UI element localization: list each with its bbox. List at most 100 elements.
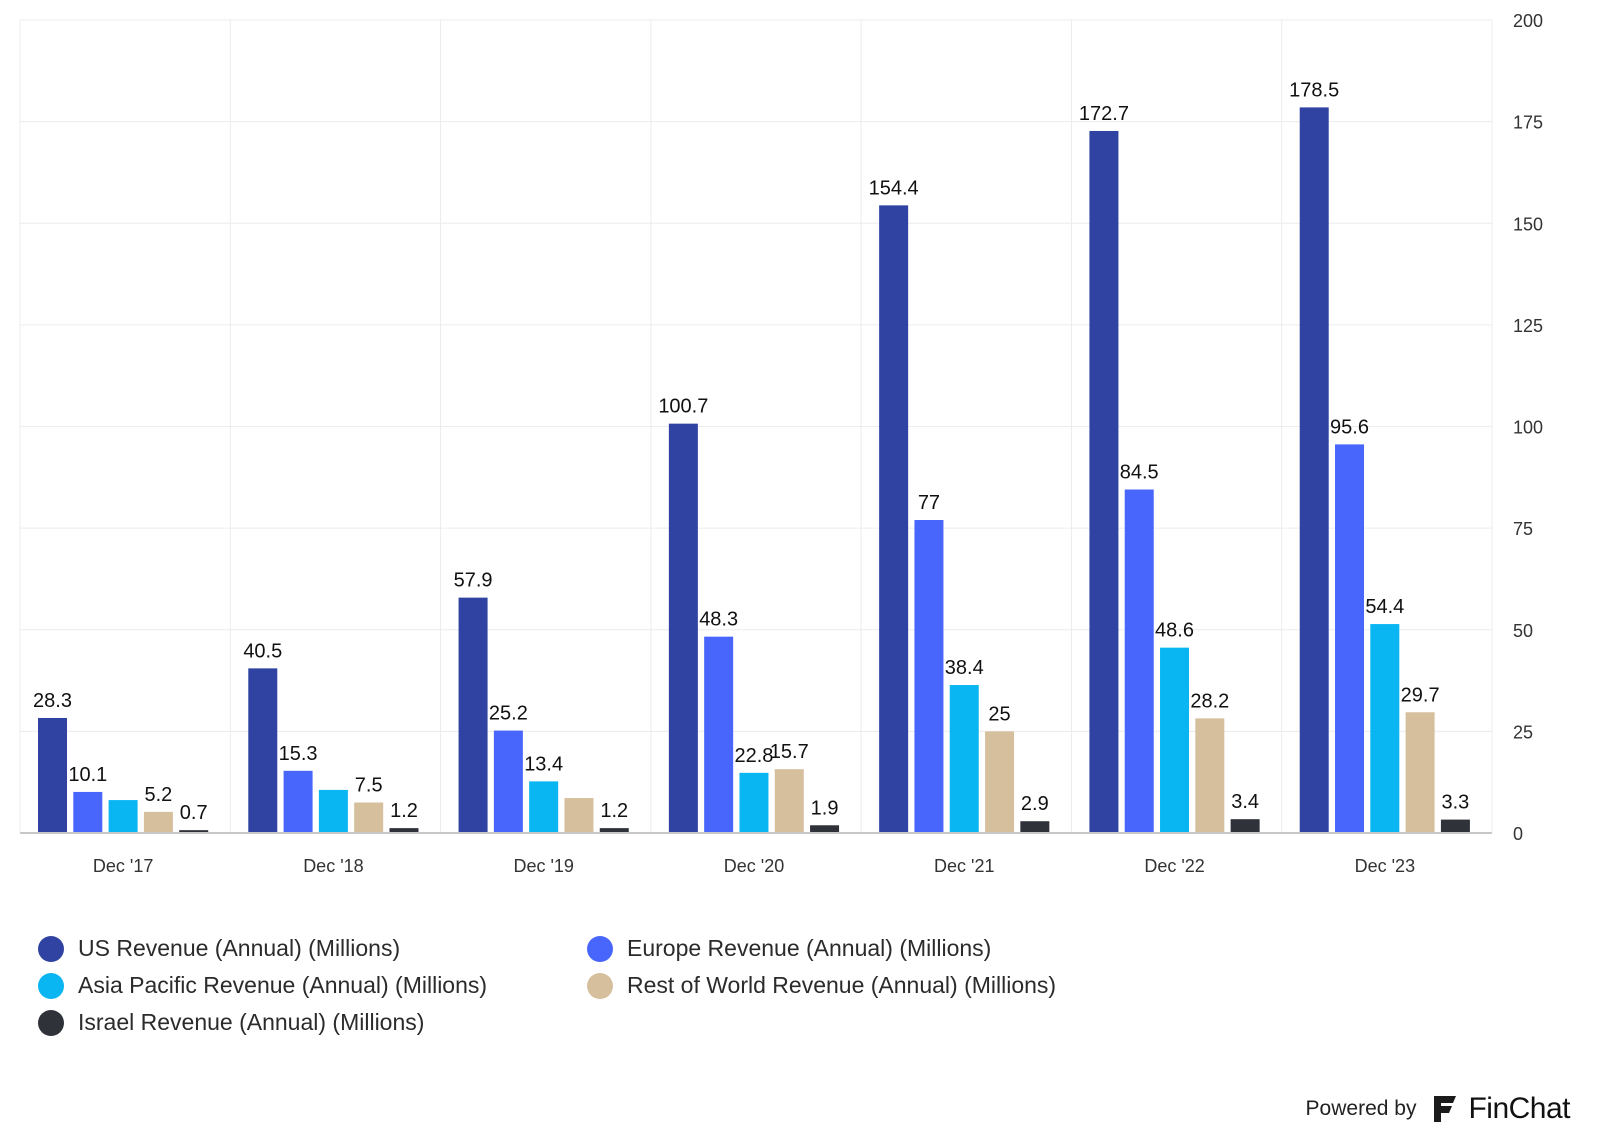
bar[interactable] (564, 798, 594, 833)
data-label: 2.9 (1021, 793, 1049, 815)
bar[interactable] (354, 802, 384, 833)
data-label: 10.1 (68, 764, 107, 786)
bar[interactable] (248, 668, 278, 833)
data-label: 25.2 (489, 703, 528, 725)
y-tick-label: 175 (1513, 113, 1543, 133)
bar[interactable] (1124, 489, 1154, 833)
grid (19, 19, 1493, 833)
bar[interactable] (739, 772, 769, 833)
data-label: 48.3 (699, 609, 738, 631)
data-label: 13.4 (524, 753, 563, 775)
bar[interactable] (1370, 624, 1400, 833)
bar[interactable] (283, 770, 313, 833)
bar[interactable] (774, 769, 804, 833)
data-label: 29.7 (1401, 684, 1440, 706)
legend-item-rest-of-world[interactable]: Rest of World Revenue (Annual) (Millions… (587, 972, 1056, 999)
revenue-bar-chart: 28.3 10.1 5.2 0.7 40.5 15.3 7.5 1.2 57.9 25.2 13.4… (19, 11, 1543, 876)
bar[interactable] (599, 828, 629, 833)
legend-label-israel: Israel Revenue (Annual) (Millions) (78, 1009, 425, 1035)
bar[interactable] (389, 828, 419, 833)
bar[interactable] (1299, 107, 1329, 833)
legend-item-europe[interactable]: Europe Revenue (Annual) (Millions) (587, 935, 991, 962)
x-tick-label: Dec '22 (1144, 856, 1204, 876)
data-label: 22.8 (734, 745, 773, 767)
data-labels: 28.3 10.1 5.2 0.7 40.5 15.3 7.5 1.2 57.9 25.2 13.4… (33, 79, 1469, 824)
data-label: 28.2 (1190, 690, 1229, 712)
legend-swatch-europe (587, 935, 613, 962)
bar[interactable] (1020, 821, 1050, 833)
legend-label-europe: Europe Revenue (Annual) (Millions) (627, 935, 992, 961)
data-label: 1.2 (390, 800, 418, 822)
bar[interactable] (985, 731, 1015, 833)
bar[interactable] (73, 791, 103, 833)
bar[interactable] (458, 597, 488, 833)
bars (38, 107, 1470, 834)
x-tick-label: Dec '23 (1355, 856, 1415, 876)
bar[interactable] (1405, 712, 1435, 833)
data-label: 28.3 (33, 690, 72, 712)
x-axis: Dec '17 Dec '18 Dec '19 Dec '20 Dec '21 Dec '… (20, 832, 1492, 876)
bar[interactable] (1195, 718, 1225, 833)
data-label: 0.7 (180, 802, 208, 824)
bar[interactable] (493, 730, 523, 833)
data-label: 57.9 (454, 570, 493, 592)
data-label: 15.7 (770, 741, 809, 763)
bar[interactable] (529, 781, 559, 833)
legend-swatch-rest-of-world (587, 972, 613, 999)
bar[interactable] (179, 830, 209, 833)
data-label: 3.3 (1442, 792, 1470, 814)
data-label: 178.5 (1289, 79, 1339, 101)
legend-label-us: US Revenue (Annual) (Millions) (78, 935, 401, 961)
y-axis: 0 25 50 75 100 125 150 175 200 (1513, 11, 1543, 844)
bar[interactable] (1335, 444, 1365, 833)
bar[interactable] (108, 800, 138, 833)
legend-label-asia-pacific: Asia Pacific Revenue (Annual) (Millions) (78, 972, 488, 998)
legend-swatch-us (38, 935, 64, 962)
bar[interactable] (879, 205, 909, 833)
bar[interactable] (318, 789, 348, 833)
bar[interactable] (1089, 130, 1119, 834)
y-tick-label: 150 (1513, 214, 1543, 234)
legend-swatch-israel (38, 1009, 64, 1036)
x-tick-label: Dec '19 (513, 856, 573, 876)
data-label: 172.7 (1079, 103, 1129, 125)
data-label: 95.6 (1330, 416, 1369, 438)
bar[interactable] (810, 825, 840, 833)
bar[interactable] (1230, 819, 1260, 833)
legend-label-rest-of-world: Rest of World Revenue (Annual) (Millions… (627, 972, 1057, 998)
x-tick-label: Dec '21 (934, 856, 994, 876)
data-label: 7.5 (355, 775, 383, 797)
bar[interactable] (668, 423, 698, 833)
data-label: 5.2 (144, 784, 172, 806)
data-label: 25 (988, 703, 1010, 725)
x-tick-label: Dec '18 (303, 856, 363, 876)
bar[interactable] (143, 811, 173, 833)
y-tick-label: 75 (1513, 519, 1533, 539)
bar[interactable] (914, 519, 944, 833)
legend-item-us[interactable]: US Revenue (Annual) (Millions) (38, 935, 400, 962)
data-label: 3.4 (1231, 791, 1259, 813)
legend-item-israel[interactable]: Israel Revenue (Annual) (Millions) (38, 1009, 424, 1036)
y-tick-label: 50 (1513, 621, 1533, 641)
data-label: 38.4 (945, 657, 984, 679)
legend-item-asia-pacific[interactable]: Asia Pacific Revenue (Annual) (Millions) (38, 972, 487, 999)
x-tick-label: Dec '17 (93, 856, 153, 876)
brand-name: FinChat (1468, 1092, 1570, 1125)
bar[interactable] (949, 685, 979, 833)
legend-swatch-asia-pacific (38, 972, 64, 999)
y-tick-label: 200 (1513, 11, 1543, 31)
x-tick-label: Dec '20 (724, 856, 784, 876)
y-tick-label: 125 (1513, 316, 1543, 336)
y-tick-label: 0 (1513, 824, 1523, 844)
data-label: 100.7 (658, 396, 708, 418)
bar[interactable] (1440, 819, 1470, 833)
bar[interactable] (1160, 647, 1190, 833)
powered-by-label: Powered by (1305, 1097, 1417, 1120)
bar[interactable] (704, 636, 734, 833)
data-label: 1.2 (600, 800, 628, 822)
data-label: 1.9 (811, 797, 839, 819)
data-label: 15.3 (279, 743, 318, 765)
y-tick-label: 100 (1513, 418, 1543, 438)
bar[interactable] (38, 717, 67, 833)
data-label: 84.5 (1120, 462, 1159, 484)
